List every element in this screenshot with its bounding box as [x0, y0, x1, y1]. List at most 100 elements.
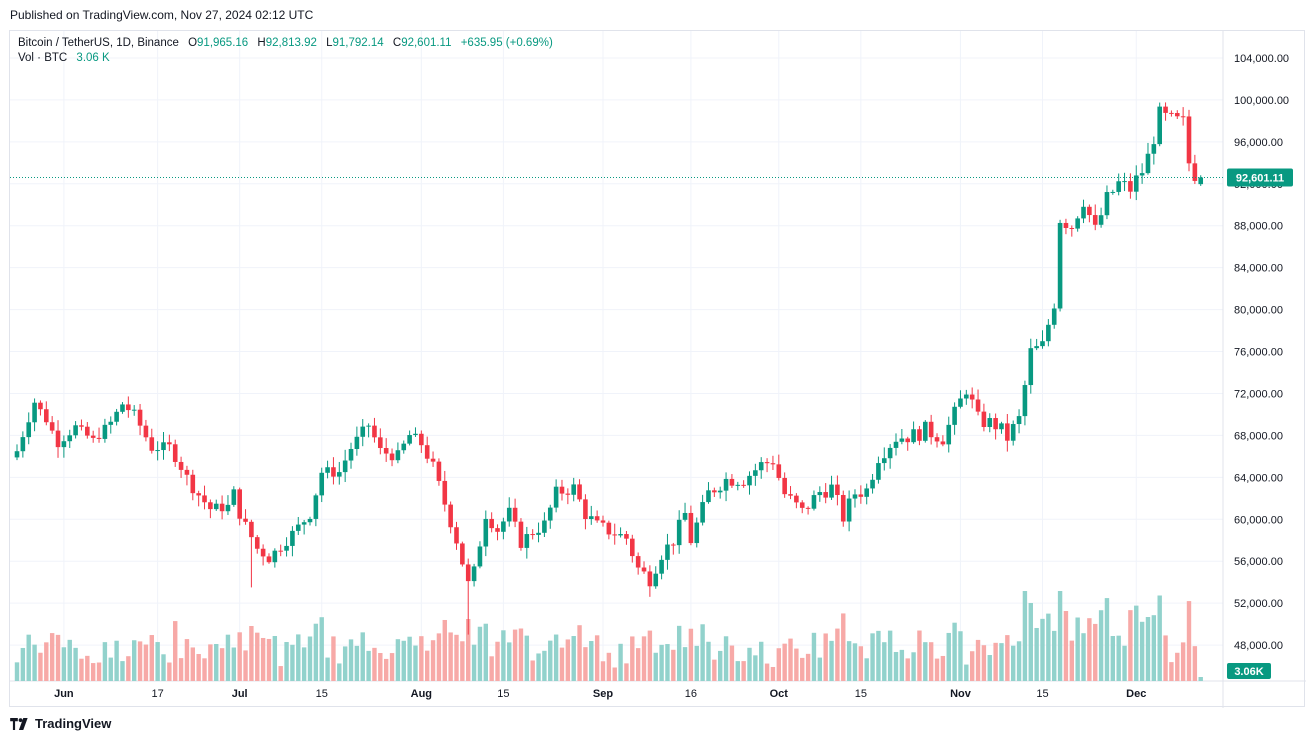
- candle-body: [149, 437, 155, 451]
- candle-body: [782, 477, 787, 495]
- volume-bar: [454, 634, 459, 681]
- y-tick-label: 48,000.00: [1234, 640, 1283, 652]
- y-tick-label: 68,000.00: [1234, 430, 1283, 442]
- candle-body: [413, 433, 418, 436]
- volume-bar: [975, 639, 981, 681]
- candle-body: [337, 472, 342, 477]
- volume-bar: [466, 619, 471, 681]
- candle-body: [1139, 173, 1145, 176]
- volume-bar: [882, 642, 887, 681]
- candle-body: [729, 478, 735, 486]
- candle-body: [958, 398, 963, 407]
- candle-body: [460, 543, 465, 565]
- volume-bar: [1069, 640, 1074, 681]
- candle-body: [542, 520, 547, 533]
- tradingview-brand[interactable]: TradingView: [10, 716, 111, 731]
- change-value: +635.95 (+0.69%): [460, 37, 553, 49]
- candle-body: [79, 425, 84, 427]
- volume-bar: [905, 658, 910, 681]
- volume-bar: [1081, 633, 1086, 681]
- candle-body: [20, 437, 26, 452]
- volume-bar: [489, 656, 494, 681]
- candle-body: [829, 484, 834, 498]
- candle-body: [753, 470, 758, 476]
- candle-body: [301, 522, 307, 525]
- candle-body: [1092, 215, 1098, 225]
- candle-body: [688, 512, 694, 544]
- volume-bar: [1087, 618, 1092, 681]
- volume-bar: [1192, 646, 1198, 681]
- volume-bar: [319, 617, 324, 681]
- close-value: 92,601.11: [401, 37, 452, 49]
- candle-body: [1016, 416, 1022, 425]
- volume-bar: [817, 657, 823, 681]
- low-value: 91,792.14: [332, 37, 384, 49]
- candle-body: [512, 507, 518, 522]
- volume-bar: [723, 636, 729, 681]
- volume-bar: [559, 647, 565, 681]
- candle-body: [272, 550, 278, 563]
- volume-bar: [735, 661, 740, 681]
- volume-bar: [606, 652, 612, 681]
- candle-body: [747, 475, 752, 486]
- volume-bar: [635, 648, 641, 681]
- candle-body: [975, 399, 981, 412]
- candle-body: [881, 458, 887, 464]
- volume-bar: [1075, 617, 1080, 681]
- volume-bar: [1157, 595, 1162, 681]
- volume-bar: [1005, 635, 1010, 681]
- candle-body: [331, 467, 336, 477]
- volume-bar: [805, 653, 811, 681]
- high-label: H: [257, 37, 266, 49]
- candle-body: [231, 489, 237, 505]
- candle-body: [635, 556, 641, 568]
- candle-body: [120, 404, 125, 412]
- volume-bar: [577, 625, 582, 681]
- volume-tag-bg: [1227, 663, 1271, 679]
- candle-body: [817, 492, 823, 496]
- candle-body: [442, 480, 448, 505]
- symbol-label: Bitcoin / TetherUS, 1D, Binance: [18, 37, 179, 49]
- candle-body: [249, 521, 254, 538]
- volume-bar: [126, 656, 131, 681]
- candle-body: [483, 518, 489, 547]
- candle-body: [811, 495, 817, 509]
- volume-bar: [1128, 610, 1133, 681]
- volume-bar: [430, 640, 436, 681]
- candle-body: [858, 494, 864, 497]
- volume-bar: [718, 650, 723, 681]
- volume-bar: [1151, 615, 1157, 681]
- volume-bar: [1145, 617, 1151, 681]
- candle-body: [969, 394, 975, 400]
- candle-body: [735, 484, 741, 486]
- volume-bar: [940, 655, 946, 681]
- candle-body: [1034, 346, 1039, 349]
- volume-bar: [630, 636, 635, 681]
- volume-bar: [460, 641, 465, 681]
- x-tick-label: 17: [152, 688, 164, 700]
- chart-frame[interactable]: 104,000.00100,000.0096,000.0092,000.0088…: [9, 30, 1306, 708]
- volume-bar: [700, 624, 705, 681]
- volume-bar: [1104, 598, 1110, 681]
- volume-bar: [79, 658, 84, 681]
- price-chart[interactable]: 104,000.00100,000.0096,000.0092,000.0088…: [10, 31, 1306, 708]
- candle-body: [243, 518, 248, 522]
- candle-body: [770, 463, 776, 465]
- volume-bar: [964, 664, 969, 681]
- candle-body: [1046, 324, 1051, 342]
- candle-body: [518, 521, 524, 548]
- volume-bar: [389, 653, 395, 681]
- last-price-tag-bg: [1227, 168, 1293, 187]
- volume-bar: [1046, 613, 1051, 681]
- volume-bar: [173, 621, 178, 681]
- volume-bar: [38, 652, 43, 681]
- volume-bar: [764, 663, 770, 681]
- candle-body: [1180, 116, 1186, 118]
- volume-bar: [770, 666, 776, 681]
- volume-bar: [823, 633, 828, 681]
- candle-body: [676, 519, 682, 546]
- candle-body: [143, 425, 149, 438]
- volume-bar: [600, 661, 606, 681]
- volume-bar: [354, 645, 360, 681]
- x-tick-label: Oct: [770, 688, 789, 700]
